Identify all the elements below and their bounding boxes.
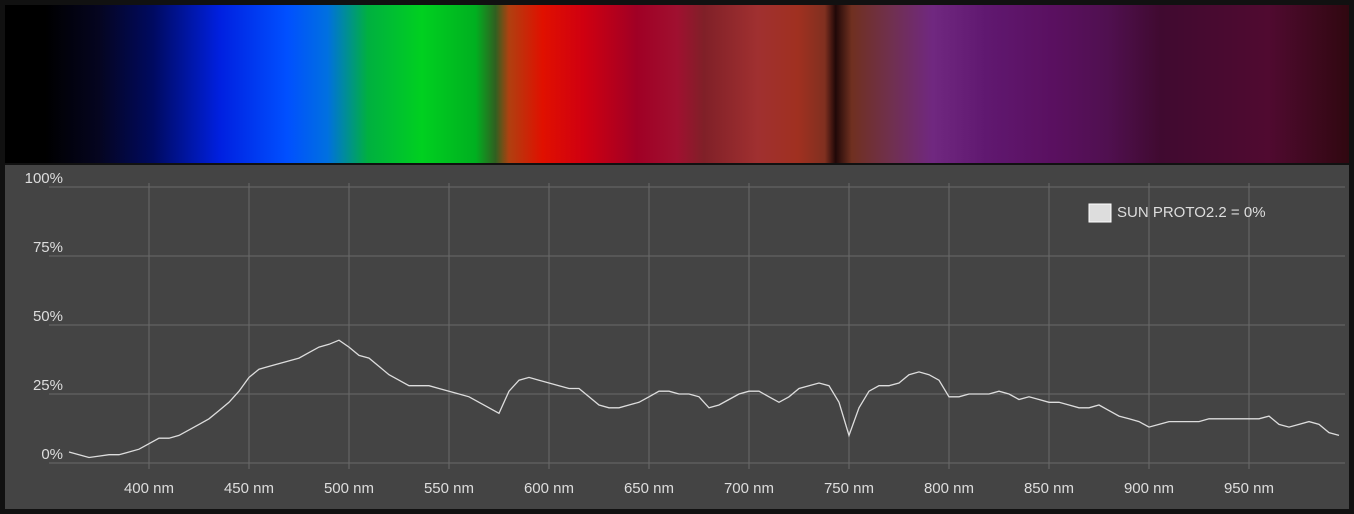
y-tick-label: 100% [25, 170, 63, 187]
spectrum-strip [5, 5, 1349, 163]
x-tick-label: 950 nm [1224, 480, 1274, 497]
y-tick-label: 50% [33, 308, 63, 325]
x-tick-label: 500 nm [324, 480, 374, 497]
chart: 0% 25% 50% 75% 100% 400 nm 450 nm 500 nm 550 nm 6… [5, 165, 1349, 509]
legend-swatch [1089, 204, 1111, 222]
x-tick-label: 400 nm [124, 480, 174, 497]
x-tick-label: 800 nm [924, 480, 974, 497]
page: 0% 25% 50% 75% 100% 400 nm 450 nm 500 nm 550 nm 6… [0, 0, 1354, 514]
legend-label: SUN PROTO2.2 = 0% [1117, 204, 1266, 221]
x-tick-label: 600 nm [524, 480, 574, 497]
y-tick-label: 0% [41, 446, 63, 463]
x-tick-label: 650 nm [624, 480, 674, 497]
x-tick-label: 550 nm [424, 480, 474, 497]
x-tick-label: 750 nm [824, 480, 874, 497]
x-tick-label: 850 nm [1024, 480, 1074, 497]
x-tick-label: 900 nm [1124, 480, 1174, 497]
y-tick-label: 75% [33, 239, 63, 256]
y-tick-label: 25% [33, 377, 63, 394]
x-tick-label: 700 nm [724, 480, 774, 497]
x-tick-label: 450 nm [224, 480, 274, 497]
